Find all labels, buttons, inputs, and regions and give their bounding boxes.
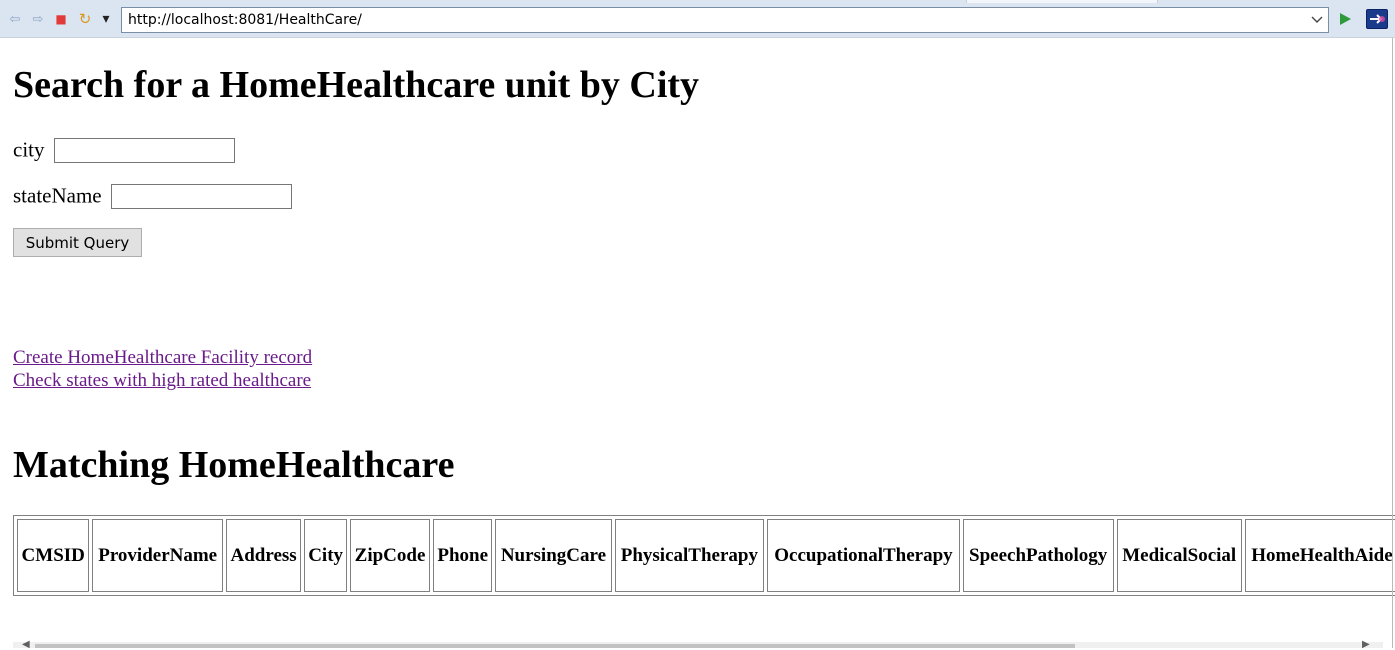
column-header: HomeHealthAide [1244,519,1395,592]
scrollbar-thumb[interactable] [35,644,1075,648]
extension-logo-icon[interactable] [1366,9,1388,29]
forward-icon[interactable]: ⇨ [32,11,44,27]
viewport-edge [1392,38,1393,648]
state-name-input[interactable] [110,183,292,209]
table-header-row: CMSID ProviderName Address City ZipCode … [17,519,1395,592]
column-header: PhysicalTherapy [614,519,765,592]
city-input[interactable] [53,137,235,163]
back-icon[interactable]: ⇦ [9,11,21,27]
stop-icon[interactable]: ■ [55,12,67,26]
search-heading: Search for a HomeHealthcare unit by City [13,64,700,106]
create-facility-link[interactable]: Create HomeHealthcare Facility record [13,347,313,368]
column-header: CMSID [17,519,90,592]
tab-strip-edge [966,0,1158,3]
column-header: ZipCode [349,519,431,592]
horizontal-scrollbar[interactable] [13,642,1383,648]
browser-toolbar: ⇦ ⇨ ■ ↻ ▾ [0,0,1395,38]
results-table: CMSID ProviderName Address City ZipCode … [13,515,1395,596]
refresh-icon[interactable]: ↻ [78,9,92,28]
city-label: city [13,137,45,162]
results-table-wrapper: CMSID ProviderName Address City ZipCode … [13,515,1395,596]
results-heading: Matching HomeHealthcare [13,444,455,486]
address-dropdown-chevron-icon[interactable] [1308,9,1326,31]
links-list: Create HomeHealthcare Facility record Ch… [13,346,312,392]
column-header: Phone [433,519,493,592]
column-header: NursingCare [495,519,612,592]
go-play-icon[interactable] [1336,10,1354,28]
column-header: MedicalSocial [1116,519,1242,592]
column-header: City [304,519,347,592]
menu-chevron-down-icon[interactable]: ▾ [102,11,110,27]
city-field-row: city [13,136,235,163]
column-header: ProviderName [92,519,223,592]
column-header: OccupationalTherapy [767,519,960,592]
high-rated-states-link[interactable]: Check states with high rated healthcare [13,370,312,391]
state-field-row: stateName [13,182,292,209]
submit-query-button[interactable]: Submit Query [13,228,142,257]
state-name-label: stateName [13,183,102,208]
scroll-right-arrow-icon[interactable]: ▶ [1362,639,1370,650]
column-header: Address [225,519,302,592]
column-header: SpeechPathology [962,519,1114,592]
scroll-left-arrow-icon[interactable]: ◀ [22,639,30,650]
address-bar-input[interactable] [121,7,1329,33]
